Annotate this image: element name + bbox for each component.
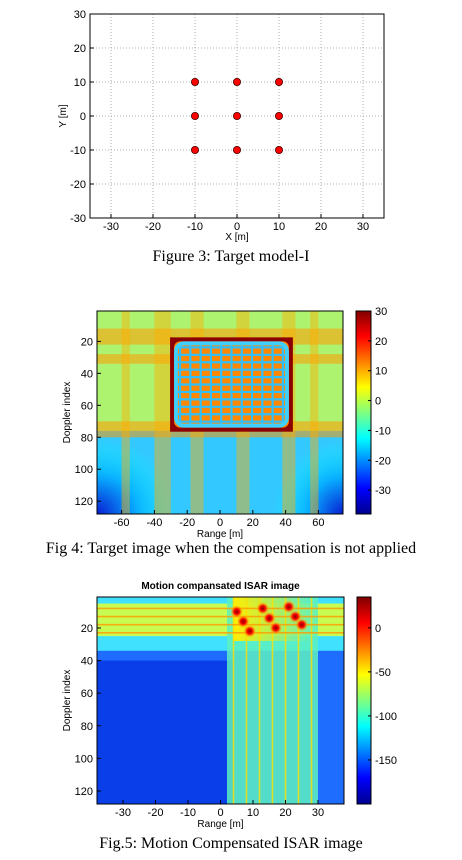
x-tick-label: -60 — [114, 517, 130, 529]
heatmap-corner-low-left — [97, 437, 177, 514]
x-axis-label: Range [m] — [197, 529, 243, 540]
heatmap-noise-floor — [97, 660, 234, 804]
y-tick-label: 120 — [75, 786, 93, 798]
y-tick-label: 30 — [74, 9, 86, 21]
x-tick-label: -40 — [146, 517, 162, 529]
y-tick-label: 100 — [75, 464, 93, 476]
y-axis-label: Y [m] — [58, 104, 69, 127]
x-tick-label: 20 — [247, 517, 259, 529]
x-tick-label: 30 — [357, 221, 369, 233]
colorbar-tick-label: -50 — [375, 667, 391, 679]
colorbar-tick-label: -100 — [375, 711, 397, 723]
y-tick-label: -10 — [70, 145, 86, 157]
target-outline — [174, 341, 289, 428]
x-tick-label: -20 — [148, 807, 164, 819]
scatter-chart-target-model: -30 -20 -10 0 10 20 30 30 20 10 0 -10 -20 -30 X [m] Y [… — [58, 9, 385, 243]
vertical-sidelobe-band — [310, 311, 319, 514]
y-tick-label: 60 — [81, 400, 93, 412]
x-tick-label: -20 — [179, 517, 195, 529]
vertical-sidelobe-band — [121, 311, 130, 514]
data-point — [274, 78, 283, 87]
y-tick-label: 10 — [74, 77, 86, 89]
heatmap-corner-low-right — [273, 440, 343, 514]
x-tick-label: -30 — [115, 807, 131, 819]
plot-frame — [89, 13, 385, 219]
heatmap-image — [97, 311, 343, 514]
x-axis-label: X [m] — [225, 232, 249, 243]
y-tick-label: 40 — [81, 368, 93, 380]
y-tick-label: 80 — [81, 432, 93, 444]
colorbar-tick-label: -20 — [375, 455, 391, 467]
x-tick-label: 0 — [217, 517, 223, 529]
caption-fig5: Fig.5: Motion Compensated ISAR image — [99, 835, 363, 852]
scatterer-response — [242, 624, 257, 639]
data-point — [274, 145, 283, 154]
colorbar-tick-label: -10 — [375, 425, 391, 437]
y-axis-label: Doppler index — [62, 382, 73, 444]
colorbar-tick-label: 20 — [375, 336, 387, 348]
y-axis-label: Doppler index — [62, 670, 73, 732]
colorbar — [355, 310, 372, 515]
scatterer-response — [268, 620, 283, 635]
y-tick-label: 20 — [81, 336, 93, 348]
y-tick-label: 0 — [80, 111, 86, 123]
y-tick-label: 120 — [75, 496, 93, 508]
x-tick-label: 0 — [234, 221, 240, 233]
y-tick-label: -30 — [70, 213, 86, 225]
y-tick-label: 20 — [74, 43, 86, 55]
y-tick-label: 60 — [81, 688, 93, 700]
y-tick-label: 100 — [75, 753, 93, 765]
x-tick-label: -30 — [103, 221, 119, 233]
x-tick-label: 60 — [312, 517, 324, 529]
chart-title: Motion compansated ISAR image — [141, 581, 300, 592]
data-point — [232, 145, 241, 154]
data-point — [274, 112, 283, 121]
data-point — [190, 145, 199, 154]
y-tick-label: 80 — [81, 721, 93, 733]
x-tick-label: -10 — [180, 807, 196, 819]
colorbar-tick-label: 0 — [375, 396, 381, 408]
data-point — [190, 78, 199, 87]
colorbar-tick-label: 0 — [375, 623, 381, 635]
colorbar-tick-label: -150 — [375, 755, 397, 767]
colorbar-tick-label: 10 — [375, 366, 387, 378]
colorbar-tick-label: -30 — [375, 485, 391, 497]
colorbar-tick-label: 30 — [375, 306, 387, 318]
vertical-sidelobe-band — [154, 311, 171, 514]
x-tick-label: -20 — [145, 221, 161, 233]
caption-fig4: Fig 4: Target image when the compensatio… — [45, 540, 417, 557]
x-tick-label: 10 — [273, 221, 285, 233]
data-point — [232, 112, 241, 121]
caption-fig3: Figure 3: Target model-I — [152, 248, 310, 265]
y-tick-label: 40 — [81, 656, 93, 668]
x-tick-label: 10 — [247, 807, 259, 819]
x-tick-label: 30 — [312, 807, 324, 819]
data-point — [190, 112, 199, 121]
colorbar — [356, 596, 372, 805]
x-tick-label: -10 — [187, 221, 203, 233]
scatterer-response — [294, 617, 309, 632]
y-tick-label: 20 — [81, 623, 93, 635]
y-tick-label: -20 — [70, 179, 86, 191]
x-tick-label: 40 — [279, 517, 291, 529]
data-point — [232, 78, 241, 87]
x-axis-label: Range [m] — [197, 819, 243, 830]
x-tick-label: 20 — [279, 807, 291, 819]
x-tick-label: 0 — [217, 807, 223, 819]
heatmap-image — [97, 597, 344, 804]
x-tick-label: 20 — [315, 221, 327, 233]
